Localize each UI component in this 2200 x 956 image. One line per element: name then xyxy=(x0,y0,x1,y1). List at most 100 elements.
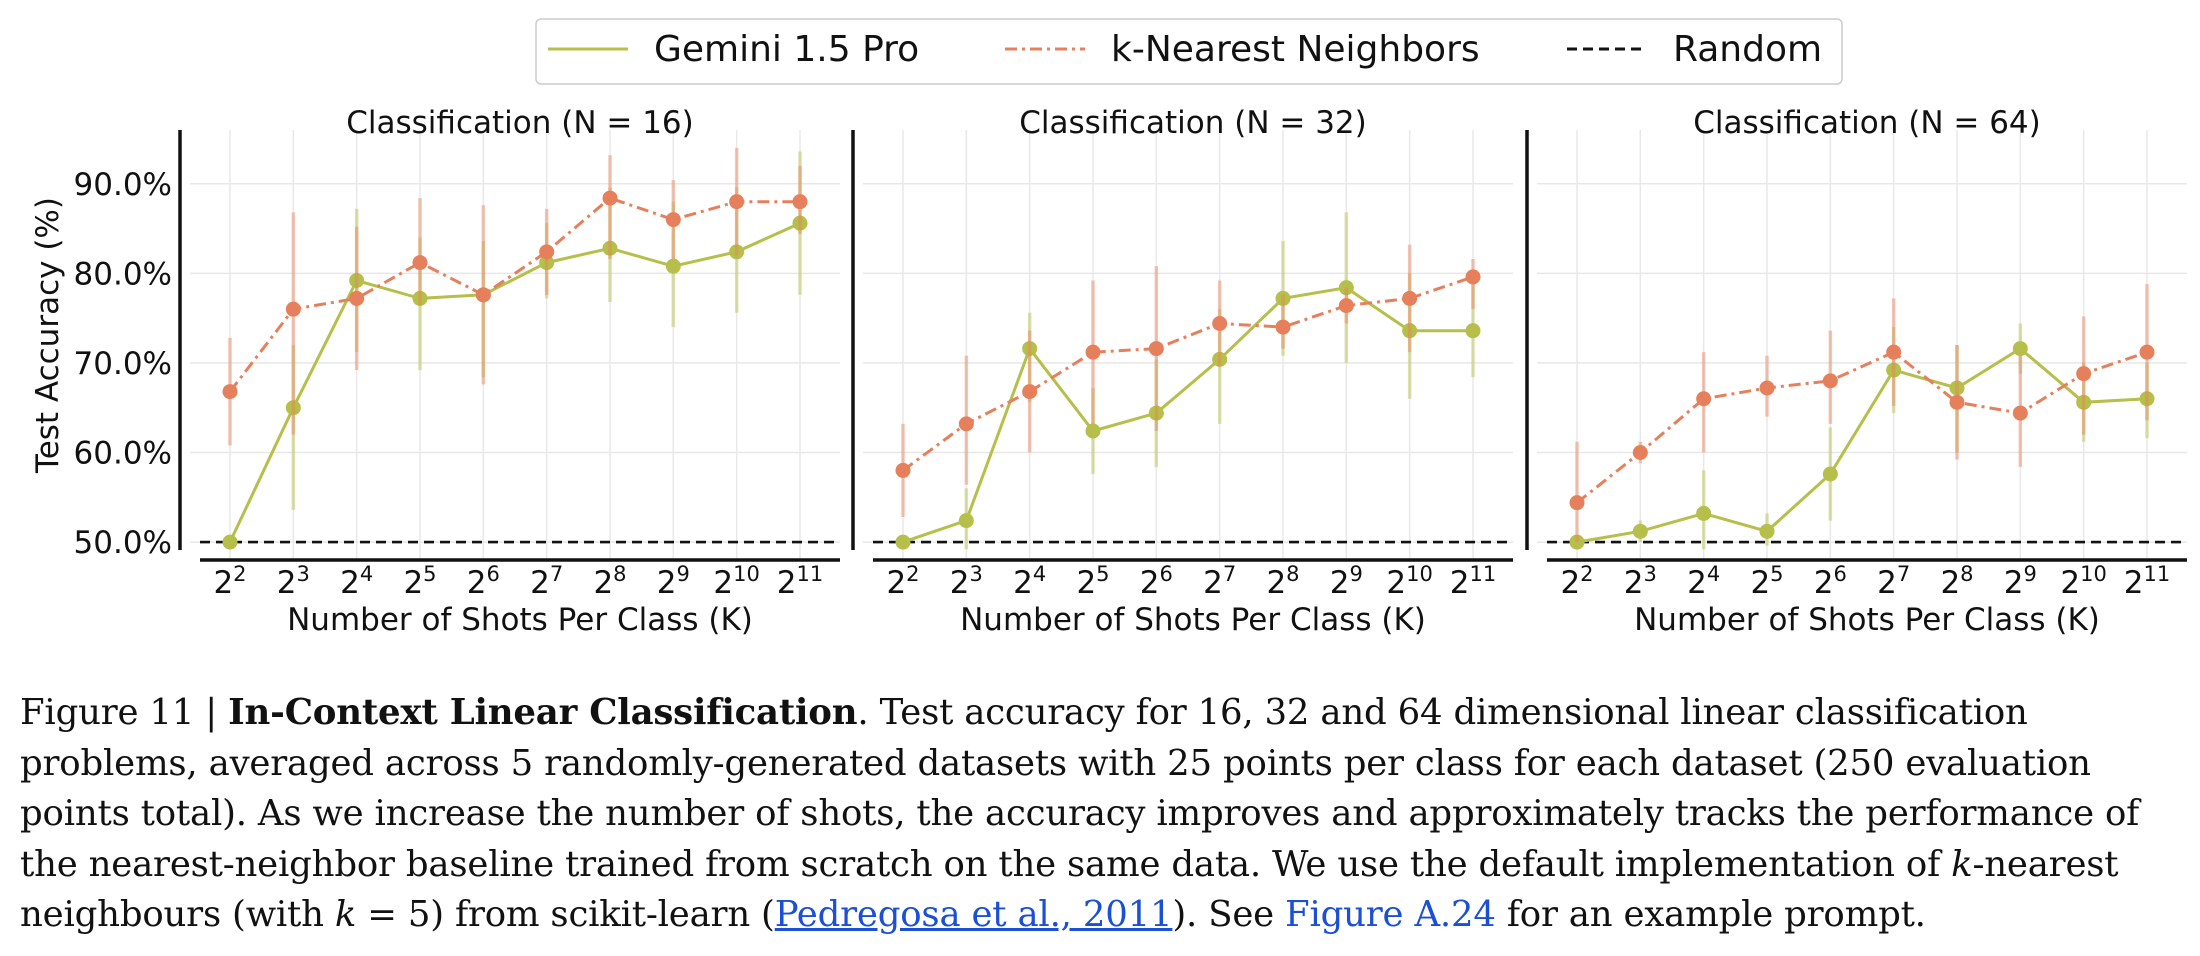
data-point xyxy=(1949,380,1965,396)
y-tick-label: 80.0% xyxy=(74,256,172,292)
series-1 xyxy=(895,244,1481,517)
data-point xyxy=(1085,344,1101,360)
x-tick-label: 211 xyxy=(777,562,823,601)
data-point xyxy=(1822,373,1838,389)
caption-text-3: = 5) from scikit-learn ( xyxy=(356,894,775,935)
data-point xyxy=(2076,366,2092,382)
data-point xyxy=(1886,344,1902,360)
x-tick-label: 25 xyxy=(1750,562,1783,601)
data-point xyxy=(412,290,428,306)
x-tick-label: 23 xyxy=(950,562,983,601)
data-point xyxy=(1275,319,1291,335)
data-point xyxy=(1696,391,1712,407)
x-tick-label: 22 xyxy=(1560,562,1593,601)
series-line xyxy=(1576,346,2148,544)
x-tick-label: 25 xyxy=(403,562,436,601)
series-line xyxy=(902,286,1473,544)
caption-bold-title: In-Context Linear Classification xyxy=(228,692,858,733)
series-0 xyxy=(222,151,808,550)
data-point xyxy=(602,240,618,256)
y-tick-label: 60.0% xyxy=(74,436,172,472)
data-point xyxy=(1402,323,1418,339)
data-point xyxy=(349,290,365,306)
caption-text-5: for an example prompt. xyxy=(1495,894,1926,935)
data-point xyxy=(285,400,301,416)
legend-frame xyxy=(535,18,1843,85)
data-point xyxy=(1465,323,1481,339)
x-tick-label: 27 xyxy=(1877,562,1910,601)
data-point xyxy=(1759,523,1775,539)
y-tick-label: 90.0% xyxy=(74,167,172,203)
caption-italic-k: k xyxy=(1951,843,1973,885)
data-point xyxy=(539,255,555,271)
y-tick-label: 50.0% xyxy=(74,525,172,561)
data-point xyxy=(475,287,491,303)
data-point xyxy=(1085,423,1101,439)
data-point xyxy=(1338,280,1354,296)
data-point xyxy=(602,190,618,206)
caption-text-2: -nearest neighbours (with xyxy=(20,843,2119,936)
figure-caption: Figure 11 | In-Context Linear Classifica… xyxy=(20,688,2190,941)
figure-canvas: Gemini 1.5 Pro k-Nearest Neighbors Random … xyxy=(30,18,2187,638)
y-tick-label: 70.0% xyxy=(74,346,172,382)
panel-0: Classification (N = 16) 50.0% 60.0% 70.0% 80… xyxy=(30,105,840,638)
x-tick-label: 27 xyxy=(530,562,563,601)
data-point xyxy=(1696,505,1712,521)
data-point xyxy=(729,244,745,260)
x-tick-label: 22 xyxy=(886,562,919,601)
panel-1: Classification (N = 32) 22 23 24 25 26 27 28 29 2… xyxy=(851,105,1513,638)
x-tick-label: 210 xyxy=(1386,562,1432,601)
series-line xyxy=(228,196,800,393)
x-tick-label: 24 xyxy=(340,562,373,601)
data-point xyxy=(1949,394,1965,410)
data-point xyxy=(222,384,238,400)
x-tick-label: 28 xyxy=(593,562,626,601)
x-axis-label: Number of Shots Per Class (K) xyxy=(1634,602,2100,638)
data-point xyxy=(285,301,301,317)
legend-label-2: Random xyxy=(1673,29,1822,70)
data-point xyxy=(1022,384,1038,400)
series-0 xyxy=(895,212,1481,550)
data-point xyxy=(2076,394,2092,410)
data-point xyxy=(2012,405,2028,421)
data-point xyxy=(1275,290,1291,306)
series-line xyxy=(1576,350,2148,504)
data-point xyxy=(1022,341,1038,357)
panel-title: Classification (N = 32) xyxy=(1019,105,1366,141)
x-tick-label: 24 xyxy=(1687,562,1720,601)
x-tick-label: 26 xyxy=(1140,562,1173,601)
data-point xyxy=(2139,344,2155,360)
x-tick-label: 26 xyxy=(1814,562,1847,601)
data-point xyxy=(1632,523,1648,539)
chart-panels: Classification (N = 16) 50.0% 60.0% 70.0% 80… xyxy=(30,105,2187,638)
citation-link[interactable]: Pedregosa et al., 2011 xyxy=(774,894,1173,935)
data-point xyxy=(1569,495,1585,511)
series-line xyxy=(902,275,1474,472)
data-point xyxy=(1338,298,1354,314)
caption-text-1: . Test accuracy for 16, 32 and 64 dimens… xyxy=(20,692,2140,885)
data-point xyxy=(792,194,808,210)
data-point xyxy=(1465,269,1481,285)
x-tick-label: 24 xyxy=(1013,562,1046,601)
data-point xyxy=(1886,362,1902,378)
data-point xyxy=(349,273,365,288)
data-point xyxy=(895,462,911,478)
data-point xyxy=(792,215,808,231)
data-point xyxy=(958,416,974,432)
data-point xyxy=(2139,391,2155,407)
data-point xyxy=(1402,290,1418,306)
caption-figure-label: Figure 11 | xyxy=(20,692,229,733)
caption-italic-k-2: k xyxy=(334,894,357,935)
x-tick-label: 29 xyxy=(2004,562,2037,601)
data-point xyxy=(1148,405,1164,421)
data-point xyxy=(1148,341,1164,357)
data-point xyxy=(1569,534,1585,550)
panel-title: Classification (N = 16) xyxy=(346,105,693,141)
data-point xyxy=(2012,341,2028,357)
data-point xyxy=(412,255,428,271)
legend-label-0: Gemini 1.5 Pro xyxy=(654,29,919,70)
data-point xyxy=(222,534,238,550)
figure-reference-link[interactable]: Figure A.24 xyxy=(1285,894,1496,935)
data-point xyxy=(1212,351,1228,367)
data-point xyxy=(665,212,681,228)
